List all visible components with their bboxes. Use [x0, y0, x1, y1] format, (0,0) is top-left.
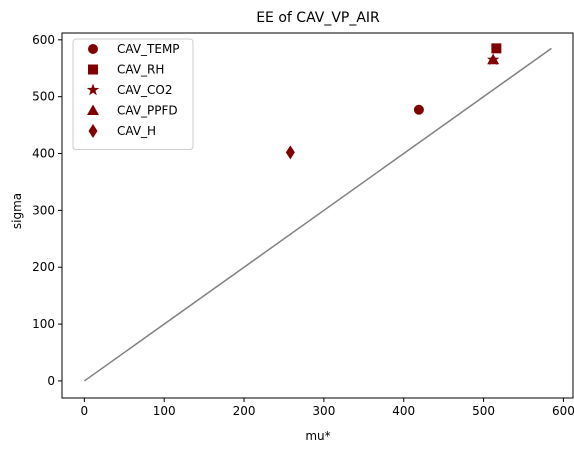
- legend-marker: [86, 83, 100, 96]
- legend-marker: [88, 124, 98, 138]
- data-point-cav-ppfd: [487, 53, 500, 65]
- y-tick-label: 0: [47, 374, 55, 388]
- legend-label: CAV_CO2: [117, 83, 173, 97]
- data-point-cav-rh: [491, 43, 502, 54]
- plot-area: 0 100 200 300 400 500 600 0 100 200 300 400 500 600: [32, 32, 574, 418]
- y-tick-label: 200: [32, 260, 55, 274]
- y-tick-label: 100: [32, 317, 55, 331]
- y-tick-label: 500: [32, 90, 55, 104]
- data-point-cav-h: [285, 145, 295, 160]
- data-point-cav-temp: [413, 104, 424, 115]
- x-tick-label: 500: [472, 404, 495, 418]
- y-tick-label: 400: [32, 147, 55, 161]
- legend: CAV_TEMP CAV_RH CAV_CO2 CAV_PPFD CAV_H: [72, 38, 194, 150]
- x-tick-label: 600: [552, 404, 574, 418]
- legend-marker: [88, 64, 98, 75]
- axes-frame: [61, 32, 574, 399]
- legend-label: CAV_PPFD: [117, 104, 178, 118]
- legend-marker: [88, 44, 98, 54]
- legend-marker: [87, 104, 99, 115]
- y-tick-label: 300: [32, 203, 55, 217]
- legend-label: CAV_TEMP: [117, 42, 180, 56]
- legend-frame: [72, 38, 194, 150]
- x-tick-label: 400: [392, 404, 415, 418]
- y-axis-label: sigma: [10, 193, 24, 229]
- y-tick-label: 600: [32, 33, 55, 47]
- chart-title: EE of CAV_VP_AIR: [256, 10, 380, 26]
- x-tick-label: 200: [233, 404, 256, 418]
- x-tick-label: 0: [81, 404, 89, 418]
- legend-label: CAV_RH: [117, 63, 164, 77]
- legend-label: CAV_H: [117, 124, 156, 138]
- x-tick-label: 300: [312, 404, 335, 418]
- x-axis-label: mu*: [305, 429, 330, 443]
- reference-line: [83, 47, 552, 382]
- x-tick-label: 100: [153, 404, 176, 418]
